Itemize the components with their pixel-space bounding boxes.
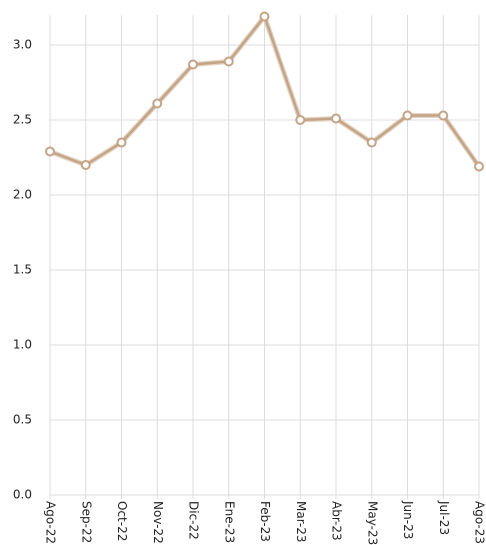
x-tick-label: Feb-23 <box>258 501 272 542</box>
x-tick-label: Nov-22 <box>151 501 165 544</box>
point <box>438 110 449 121</box>
x-tick-label: Jun-23 <box>401 500 415 539</box>
y-tick-label: 3.0 <box>13 38 32 52</box>
y-tick-label: 2.0 <box>13 188 32 202</box>
point <box>116 137 127 148</box>
point <box>80 160 91 170</box>
y-tick-label: 1.0 <box>13 338 32 352</box>
point <box>45 146 55 157</box>
point <box>152 98 163 109</box>
point <box>259 11 270 22</box>
x-tick-label: May-23 <box>365 501 379 545</box>
x-tick-label: Ago-23 <box>473 501 486 544</box>
y-tick-label: 0.0 <box>13 488 32 502</box>
point <box>295 115 306 125</box>
y-tick-label: 2.5 <box>13 113 32 127</box>
x-tick-label: Ene-23 <box>222 501 236 543</box>
x-tick-label: Abr-23 <box>330 501 344 541</box>
y-tick-label: 0.5 <box>13 413 32 427</box>
x-tick-label: Dic-22 <box>187 501 201 540</box>
point <box>331 113 341 124</box>
point <box>402 110 413 121</box>
x-tick-label: Jul-23 <box>437 500 451 535</box>
x-tick-label: Oct-22 <box>115 501 129 541</box>
x-tick-label: Ago-22 <box>44 501 58 544</box>
point <box>474 161 484 172</box>
x-tick-label: Sep-22 <box>79 501 93 543</box>
y-tick-label: 1.5 <box>13 263 32 277</box>
point <box>188 59 198 70</box>
point <box>223 56 234 67</box>
point <box>366 137 377 148</box>
x-tick-label: Mar-23 <box>294 501 308 542</box>
